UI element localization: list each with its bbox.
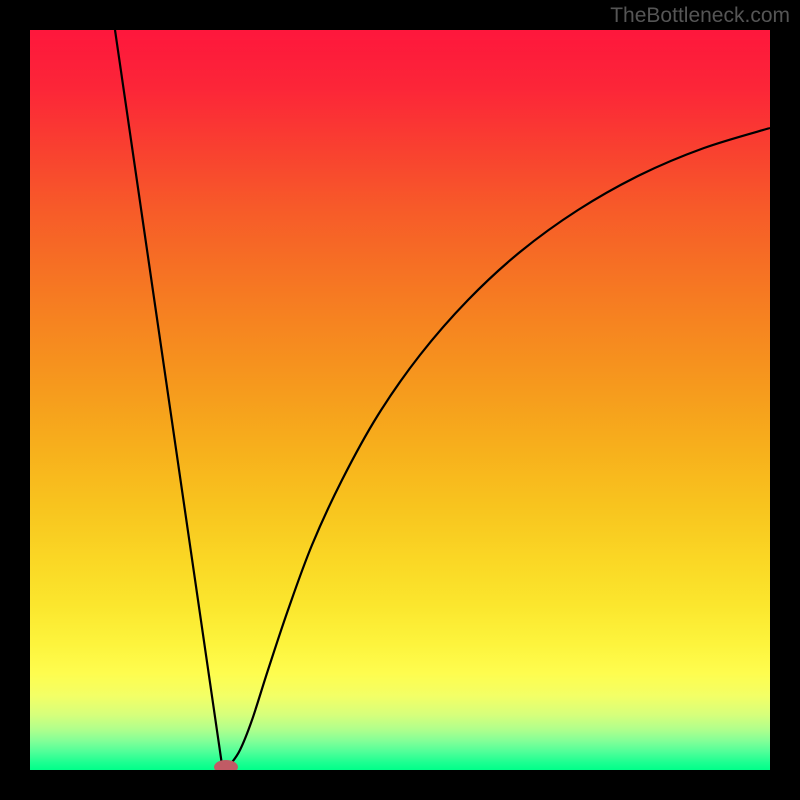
curve-right-branch bbox=[230, 128, 770, 765]
watermark-text: TheBottleneck.com bbox=[610, 4, 790, 28]
minimum-marker bbox=[214, 760, 238, 770]
plot-area bbox=[30, 30, 770, 770]
curve-layer bbox=[30, 30, 770, 770]
curve-left-branch bbox=[115, 30, 222, 765]
